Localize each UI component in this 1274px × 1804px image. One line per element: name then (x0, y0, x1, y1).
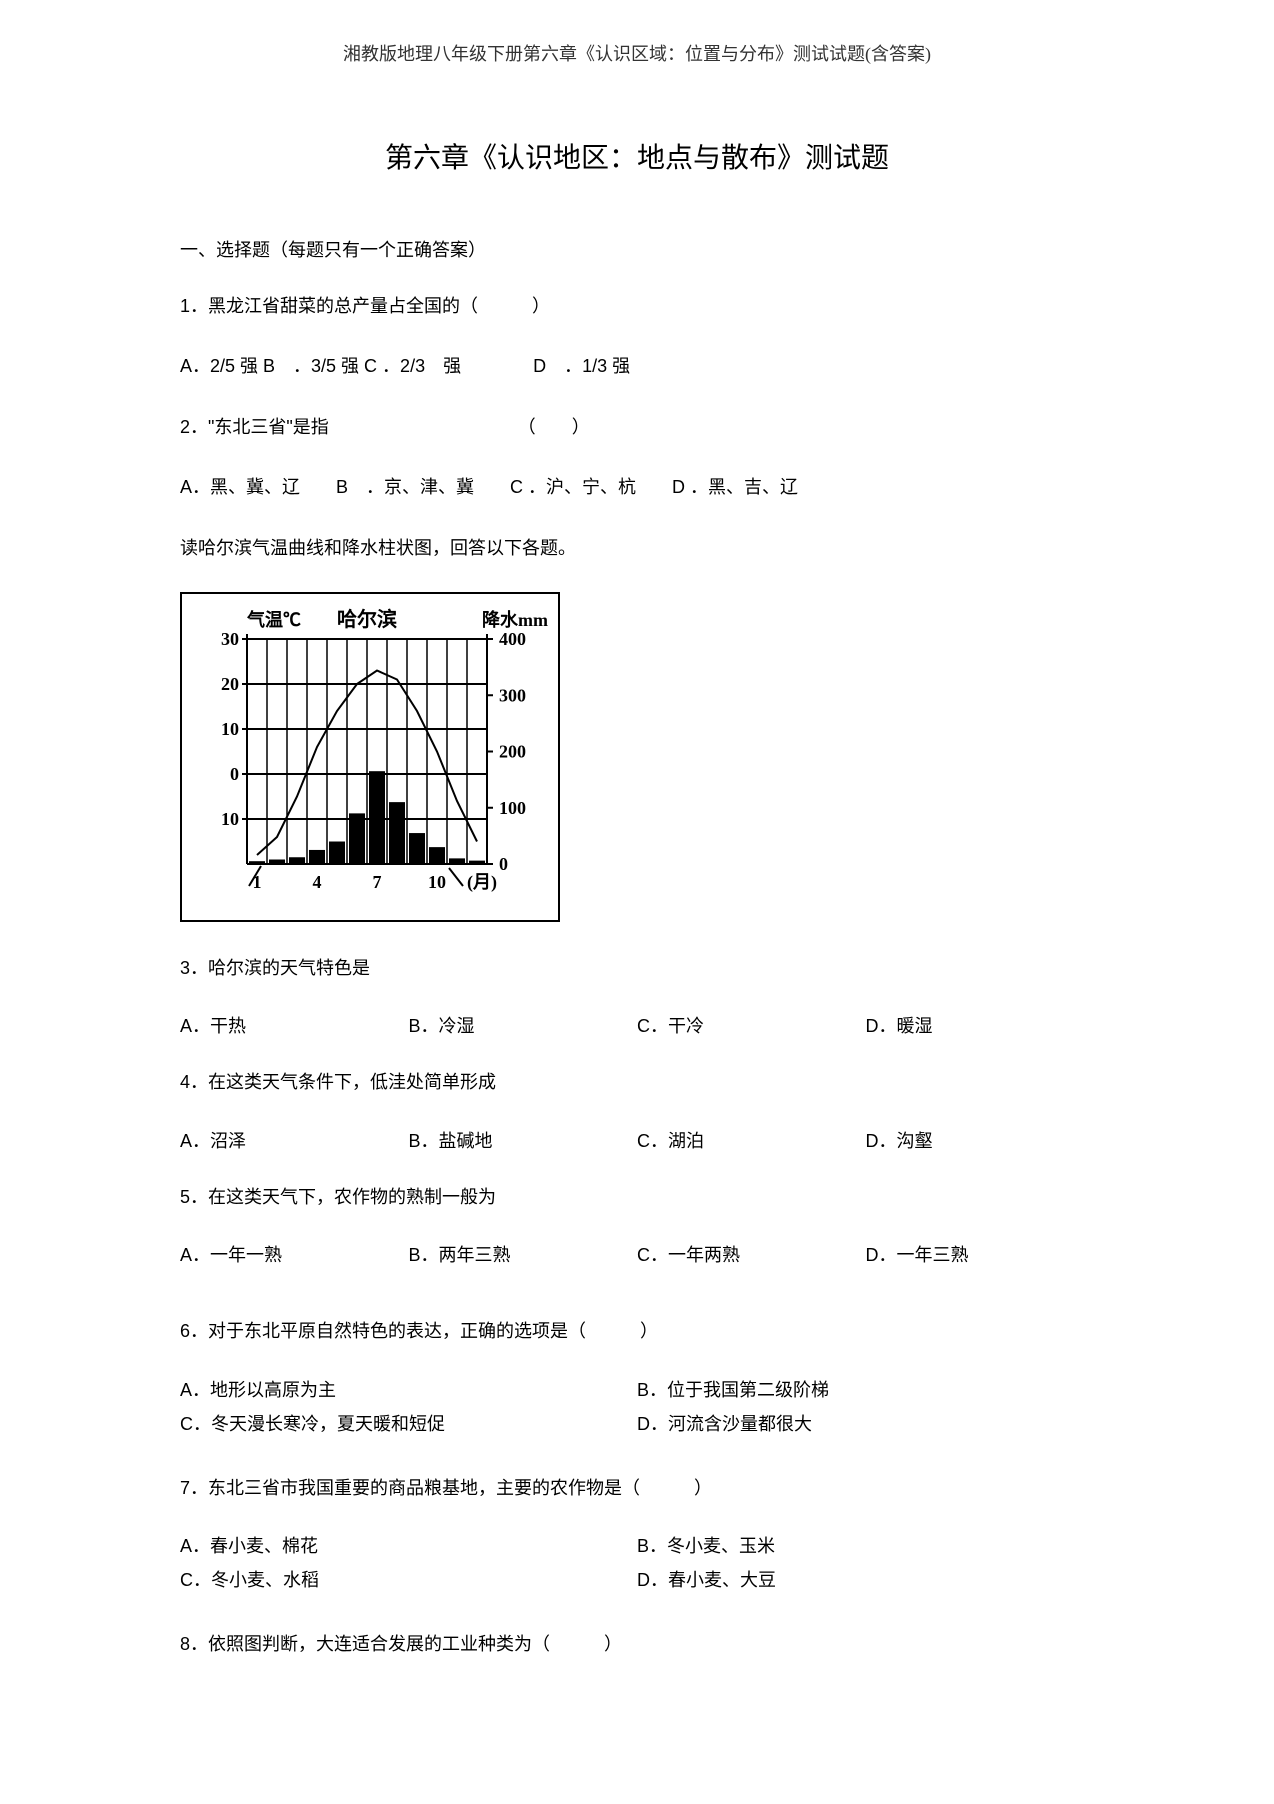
q5-opt-b: B．两年三熟 (409, 1241, 638, 1267)
svg-text:400: 400 (499, 629, 526, 649)
svg-text:0: 0 (230, 764, 239, 784)
svg-text:10: 10 (221, 719, 239, 739)
question-4: 4．在这类天气条件下，低洼处简单形成 (180, 1066, 1094, 1098)
chart-intro: 读哈尔滨气温曲线和降水柱状图，回答以下各题。 (180, 532, 1094, 564)
svg-text:4: 4 (313, 872, 322, 892)
q6-opt-d: D．河流含沙量都很大 (637, 1410, 1094, 1436)
q4-opt-d: D．沟壑 (866, 1127, 1095, 1153)
q5-opt-c: C．一年两熟 (637, 1241, 866, 1267)
q5-opt-a: A．一年一熟 (180, 1241, 409, 1267)
svg-text:气温℃: 气温℃ (246, 609, 301, 630)
climate-chart-svg: 气温℃哈尔滨降水mm302010010400300200100014710(月) (192, 604, 552, 914)
climate-chart: 气温℃哈尔滨降水mm302010010400300200100014710(月) (180, 592, 560, 922)
svg-text:100: 100 (499, 798, 526, 818)
svg-text:0: 0 (499, 854, 508, 874)
svg-text:7: 7 (373, 872, 382, 892)
question-2: 2．"东北三省"是指 （ ） (180, 411, 1094, 443)
q4-opt-c: C．湖泊 (637, 1127, 866, 1153)
question-7-options: A．春小麦、棉花 B．冬小麦、玉米 C．冬小麦、水稻 D．春小麦、大豆 (180, 1532, 1094, 1600)
question-5: 5．在这类天气下，农作物的熟制一般为 (180, 1181, 1094, 1213)
question-5-options: A．一年一熟 B．两年三熟 C．一年两熟 D．一年三熟 (180, 1241, 1094, 1267)
q3-opt-a: A．干热 (180, 1012, 409, 1038)
q7-opt-a: A．春小麦、棉花 (180, 1532, 637, 1558)
q3-opt-c: C．干冷 (637, 1012, 866, 1038)
question-4-options: A．沼泽 B．盐碱地 C．湖泊 D．沟壑 (180, 1127, 1094, 1153)
question-6-options: A．地形以高原为主 B．位于我国第二级阶梯 C．冬天漫长寒冷，夏天暖和短促 D．… (180, 1376, 1094, 1444)
chapter-title: 第六章《认识地区：地点与散布》测试题 (180, 136, 1094, 176)
q6-opt-b: B．位于我国第二级阶梯 (637, 1376, 1094, 1402)
svg-text:200: 200 (499, 741, 526, 761)
svg-text:(月): (月) (467, 872, 497, 893)
svg-text:10: 10 (428, 872, 446, 892)
question-2-options: A．黑、冀、辽 B ．京、津、冀 C ．沪、宁、杭 D ．黑、吉、辽 (180, 471, 1094, 503)
question-8: 8．依照图判断，大连适合发展的工业种类为（ ） (180, 1628, 1094, 1660)
q7-opt-c: C．冬小麦、水稻 (180, 1566, 637, 1592)
q7-opt-d: D．春小麦、大豆 (637, 1566, 1094, 1592)
svg-text:降水mm: 降水mm (482, 609, 548, 630)
q4-opt-b: B．盐碱地 (409, 1127, 638, 1153)
q4-opt-a: A．沼泽 (180, 1127, 409, 1153)
svg-text:20: 20 (221, 674, 239, 694)
svg-text:10: 10 (221, 809, 239, 829)
q5-opt-d: D．一年三熟 (866, 1241, 1095, 1267)
q6-opt-c: C．冬天漫长寒冷，夏天暖和短促 (180, 1410, 637, 1436)
q3-opt-d: D．暖湿 (866, 1012, 1095, 1038)
question-3: 3．哈尔滨的天气特色是 (180, 952, 1094, 984)
question-7: 7．东北三省市我国重要的商品粮基地，主要的农作物是（ ） (180, 1472, 1094, 1504)
question-1-options: A．2/5 强 B ．3/5 强 C ．2/3 强 D ．1/3 强 (180, 350, 1094, 382)
page-header: 湘教版地理八年级下册第六章《认识区域：位置与分布》测试试题(含答案) (180, 40, 1094, 66)
svg-text:1: 1 (253, 872, 262, 892)
section-1-header: 一、选择题（每题只有一个正确答案） (180, 236, 1094, 262)
question-3-options: A．干热 B．冷湿 C．干冷 D．暖湿 (180, 1012, 1094, 1038)
q6-opt-a: A．地形以高原为主 (180, 1376, 637, 1402)
svg-text:300: 300 (499, 685, 526, 705)
q3-opt-b: B．冷湿 (409, 1012, 638, 1038)
svg-text:30: 30 (221, 629, 239, 649)
question-1: 1．黑龙江省甜菜的总产量占全国的（ ） (180, 290, 1094, 322)
q7-opt-b: B．冬小麦、玉米 (637, 1532, 1094, 1558)
question-6: 6．对于东北平原自然特色的表达，正确的选项是（ ） (180, 1315, 1094, 1347)
svg-text:哈尔滨: 哈尔滨 (337, 607, 397, 631)
